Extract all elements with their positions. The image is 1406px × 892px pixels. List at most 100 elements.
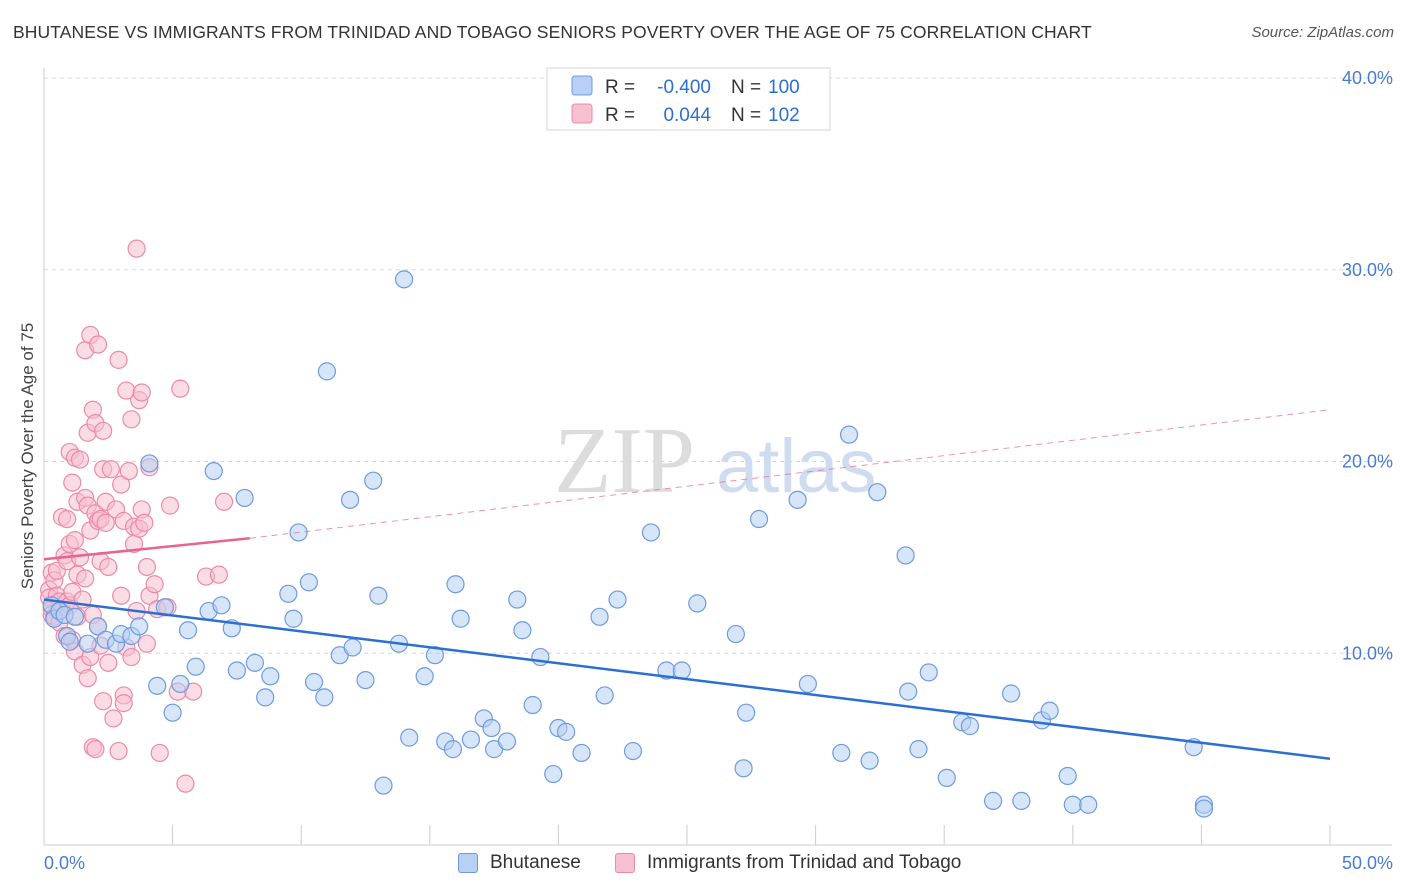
data-point-bhutanese [364,471,383,490]
data-point-bhutanese [394,270,414,289]
data-point-bhutanese [451,609,470,628]
tick-labels: 10.0% 20.0% 30.0% 40.0% 0.0% 50.0% [44,68,1393,873]
data-point-bhutanese [88,617,108,636]
data-point-bhutanese [749,509,769,529]
legend-swatch-pink [571,103,593,124]
data-point-trinidad [127,239,146,258]
data-point-trinidad [112,475,131,494]
data-point-bhutanese [688,594,707,613]
data-point-bhutanese [960,717,980,736]
data-point-bhutanese [919,663,938,682]
data-point-bhutanese [608,590,627,609]
data-point-bhutanese [461,730,481,749]
data-point-trinidad [94,421,113,440]
data-point-bhutanese [1058,766,1077,786]
data-point-bhutanese [860,751,879,770]
data-point-bhutanese [590,607,609,626]
data-point-trinidad [63,473,82,492]
data-point-trinidad [58,509,77,529]
data-point-bhutanese [788,490,807,509]
series-legend-item-trinidad: Immigrants from Trinidad and Tobago [615,852,961,874]
data-point-bhutanese [227,661,246,680]
data-point-bhutanese [130,617,149,636]
data-point-bhutanese [641,523,661,542]
data-point-bhutanese [261,667,280,686]
data-point-bhutanese [400,728,419,747]
data-point-bhutanese [557,722,576,741]
data-point-bhutanese [983,791,1003,810]
series-swatch-pink [615,853,635,873]
data-point-trinidad [135,513,154,532]
data-point-bhutanese [726,624,745,644]
data-point-bhutanese [1194,799,1214,818]
data-point-bhutanese [65,607,84,626]
data-point-bhutanese [343,638,362,657]
data-point-bhutanese [60,632,79,651]
series-swatch-blue [458,853,478,873]
data-point-trinidad [101,460,120,479]
data-point-bhutanese [178,621,198,640]
data-point-bhutanese [937,768,956,787]
trend-lines [43,409,1331,760]
y-tick-label: 30.0% [1342,260,1393,280]
data-point-bhutanese [899,682,918,701]
blue-series [42,270,1214,818]
legend-swatch-blue [571,75,593,96]
data-point-trinidad [137,557,156,577]
data-point-bhutanese [482,718,501,738]
legend-n-label-blue: N = [731,77,761,98]
data-point-bhutanese [531,647,550,667]
watermark-zip: ZIP [554,409,695,513]
data-point-bhutanese [78,634,97,653]
data-point-trinidad [119,461,138,481]
data-point-trinidad [112,586,131,605]
data-point-trinidad [86,740,105,759]
data-point-trinidad [99,557,118,577]
correlation-legend: R = -0.400 N = 100 R = 0.044 N = 102 [546,67,831,131]
data-point-trinidad [114,694,133,713]
legend-r-value-pink: 0.044 [663,105,711,126]
data-point-trinidad [65,531,84,550]
data-point-bhutanese [425,646,445,665]
series-legend-label: Immigrants from Trinidad and Tobago [647,852,962,873]
data-point-bhutanese [304,672,324,692]
data-point-trinidad [99,653,118,672]
data-point-bhutanese [623,741,643,761]
data-point-trinidad [94,692,113,711]
data-point-trinidad [150,743,169,763]
data-point-bhutanese [317,362,337,381]
data-point-bhutanese [737,703,756,722]
data-point-bhutanese [245,653,265,672]
source-label: Source: ZipAtlas.com [1251,24,1394,41]
data-point-bhutanese [299,573,319,592]
data-point-bhutanese [204,461,223,481]
data-point-trinidad [104,709,123,728]
data-point-trinidad [145,575,164,594]
data-point-bhutanese [832,743,851,763]
pink-series [40,239,234,793]
axes [43,68,1392,846]
series-legend-item-bhutanese: Bhutanese [458,852,581,874]
data-point-trinidad [88,335,108,354]
data-point-bhutanese [1001,684,1021,703]
y-axis-label: Seniors Poverty Over the Age of 75 [18,323,37,589]
chart-title: BHUTANESE VS IMMIGRANTS FROM TRINIDAD AN… [13,22,1092,42]
data-point-trinidad [137,634,156,653]
data-point-bhutanese [279,584,298,603]
data-point-trinidad [70,450,90,469]
grid [44,77,1392,654]
data-point-bhutanese [256,688,275,707]
data-point-bhutanese [315,688,334,707]
data-point-trinidad [109,350,128,369]
data-point-bhutanese [171,674,190,694]
y-tick-label: 40.0% [1342,68,1393,88]
data-point-bhutanese [140,454,159,473]
x-tick-label: 50.0% [1342,853,1393,873]
legend-r-label-pink: R = [605,105,635,126]
legend-n-value-pink: 102 [768,105,800,126]
series-legend: Bhutanese Immigrants from Trinidad and T… [0,852,1406,880]
data-point-bhutanese [163,703,182,722]
data-point-bhutanese [1012,791,1031,810]
data-point-bhutanese [340,490,360,509]
